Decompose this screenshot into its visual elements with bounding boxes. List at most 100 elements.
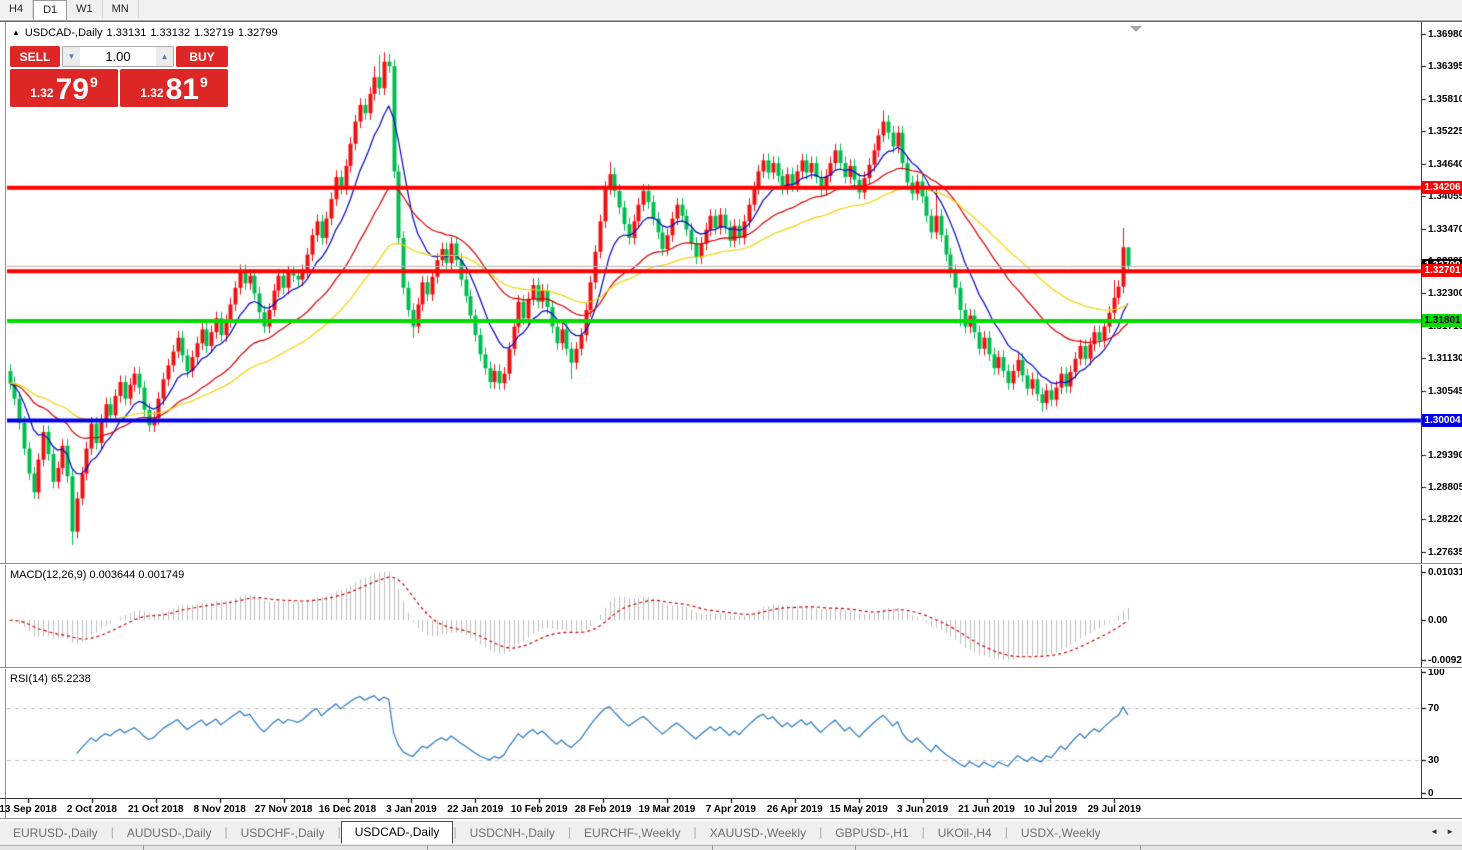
chart-title: ▲ USDCAD-,Daily 1.33131 1.33132 1.32719 1.327…: [12, 27, 282, 39]
strip-separator: [143, 845, 144, 850]
pane-divider-2b: [0, 668, 1462, 669]
symbol-tab-usdx[interactable]: USDX-,Weekly: [1020, 826, 1101, 840]
pane-divider-2[interactable]: [0, 667, 1462, 668]
symbol-collapse-arrow-icon[interactable]: ▲: [12, 28, 20, 37]
quote-close: 1.32799: [237, 27, 278, 39]
volume-increase-button[interactable]: ▲: [156, 47, 173, 66]
quote-high: 1.33132: [150, 27, 191, 39]
symbol-tab-usdcad[interactable]: USDCAD-,Daily: [340, 821, 454, 844]
strip-separator: [855, 845, 856, 850]
quote-open: 1.33131: [106, 27, 147, 39]
price-axis-label: 1.35225: [1428, 126, 1462, 138]
price-axis-label: 1.28220: [1428, 514, 1462, 526]
tab-separator: |: [337, 825, 341, 839]
pane-divider-1[interactable]: [0, 563, 1462, 564]
date-label: 3 Jun 2019: [897, 804, 949, 815]
price-axis-label: 1.32300: [1428, 288, 1462, 300]
tab-scroll-arrows: ◄ ►: [1426, 827, 1458, 836]
chart-symbol-label: USDCAD-,Daily: [24, 27, 103, 39]
level-badge-1.30004: 1.30004: [1422, 413, 1462, 427]
tab-separator: |: [110, 825, 114, 839]
date-label: 26 Apr 2019: [766, 804, 823, 815]
symbol-tab-gbpusd[interactable]: GBPUSD-,H1: [835, 826, 909, 840]
buy-button[interactable]: BUY: [176, 46, 228, 67]
symbol-tab-ukoil[interactable]: UKOil-,H4: [937, 826, 992, 840]
date-label: 7 Apr 2019: [705, 804, 756, 815]
price-axis-label: 1.28805: [1428, 482, 1462, 494]
sell-button[interactable]: SELL: [10, 46, 60, 67]
quote-low: 1.32719: [194, 27, 234, 39]
symbol-tab-usdcnh[interactable]: USDCNH-,Daily: [469, 826, 555, 840]
date-label: 3 Jan 2019: [386, 804, 437, 815]
price-axis-label: 1.27635: [1428, 546, 1462, 558]
tab-separator: |: [693, 825, 697, 839]
price-axis-label: 1.36980: [1428, 28, 1462, 40]
strip-separator: [427, 845, 428, 850]
symbol-tab-audusd[interactable]: AUDUSD-,Daily: [126, 826, 212, 840]
symbol-tab-xauusd[interactable]: XAUUSD-,Weekly: [709, 826, 807, 840]
date-label: 28 Feb 2019: [574, 804, 632, 815]
date-label: 27 Nov 2018: [254, 804, 313, 815]
sell-price-sup: 9: [89, 74, 98, 90]
pane-divider-1b: [0, 564, 1462, 565]
tab-separator: |: [567, 825, 572, 839]
buy-price-button[interactable]: 1.32 81 9: [120, 69, 228, 107]
date-label: 22 Jan 2019: [447, 804, 504, 815]
buy-price-big: 81: [165, 73, 199, 106]
macd-indicator-label: MACD(12,26,9) 0.003644 0.001749: [10, 569, 185, 581]
macd-axis-label: 0.00: [1428, 615, 1448, 627]
date-label: 21 Jun 2019: [958, 804, 1015, 815]
chart-shift-marker-icon[interactable]: [1130, 26, 1142, 32]
volume-stepper: ▼ ▲: [62, 46, 174, 67]
buy-price-sup: 9: [199, 74, 208, 90]
window-bottom-border: [0, 818, 1462, 819]
volume-decrease-button[interactable]: ▼: [63, 47, 80, 66]
price-axis-label: 1.34640: [1428, 158, 1462, 170]
tab-separator: |: [453, 825, 457, 839]
price-axis-label: 1.36395: [1428, 61, 1462, 73]
tab-separator: |: [224, 825, 228, 839]
strip-separator: [1140, 845, 1141, 850]
sell-price-small: 1.32: [30, 86, 54, 100]
date-axis-line: [0, 798, 1462, 799]
symbol-tab-usdchf[interactable]: USDCHF-,Daily: [240, 826, 325, 840]
level-badge-1.31801: 1.31801: [1422, 314, 1462, 328]
tab-scroll-right-icon[interactable]: ►: [1446, 827, 1454, 836]
rsi-indicator-label: RSI(14) 65.2238: [10, 673, 91, 685]
tab-scroll-left-icon[interactable]: ◄: [1430, 827, 1439, 836]
date-label: 16 Dec 2018: [318, 804, 377, 815]
date-label: 8 Nov 2018: [193, 804, 246, 815]
price-axis-label: 1.29390: [1428, 449, 1462, 461]
price-axis-label: 1.30545: [1428, 385, 1462, 397]
rsi-axis-label: 0: [1428, 788, 1434, 799]
macd-axis-label: -0.009203: [1428, 655, 1462, 667]
symbol-tab-eurusd[interactable]: EURUSD-,Daily: [13, 826, 98, 840]
macd-axis-label: 0.010311: [1428, 566, 1462, 578]
price-axis-label: 1.34055: [1428, 191, 1462, 203]
rsi-axis-label: 70: [1428, 703, 1440, 715]
symbol-tab-eurchf[interactable]: EURCHF-,Weekly: [584, 826, 681, 840]
date-label: 2 Oct 2018: [66, 804, 117, 815]
price-axis-label: 1.33470: [1428, 223, 1462, 235]
level-badge-1.32701: 1.32701: [1422, 264, 1462, 278]
docked-panel-edge: [0, 845, 1462, 850]
date-label: 21 Oct 2018: [127, 804, 184, 815]
strip-separator: [712, 845, 713, 850]
tab-separator: |: [1004, 825, 1008, 839]
plot-right-border: [1421, 22, 1422, 798]
date-label: 13 Sep 2018: [0, 804, 57, 815]
date-label: 10 Feb 2019: [510, 804, 568, 815]
level-badge-1.34206: 1.34206: [1422, 180, 1462, 194]
symbol-tab-bar: EURUSD-,Daily | AUDUSD-,Daily | USDCHF-,Dail…: [0, 820, 1462, 845]
date-label: 15 May 2019: [829, 804, 888, 815]
volume-input[interactable]: [80, 47, 156, 66]
rsi-axis-label: 100: [1428, 667, 1445, 678]
date-label: 10 Jul 2019: [1023, 804, 1078, 815]
spinner-down-icon: ▼: [67, 52, 76, 61]
price-axis-label: 1.35810: [1428, 93, 1462, 105]
tab-separator: |: [819, 825, 823, 839]
sell-price-button[interactable]: 1.32 79 9: [10, 69, 118, 107]
